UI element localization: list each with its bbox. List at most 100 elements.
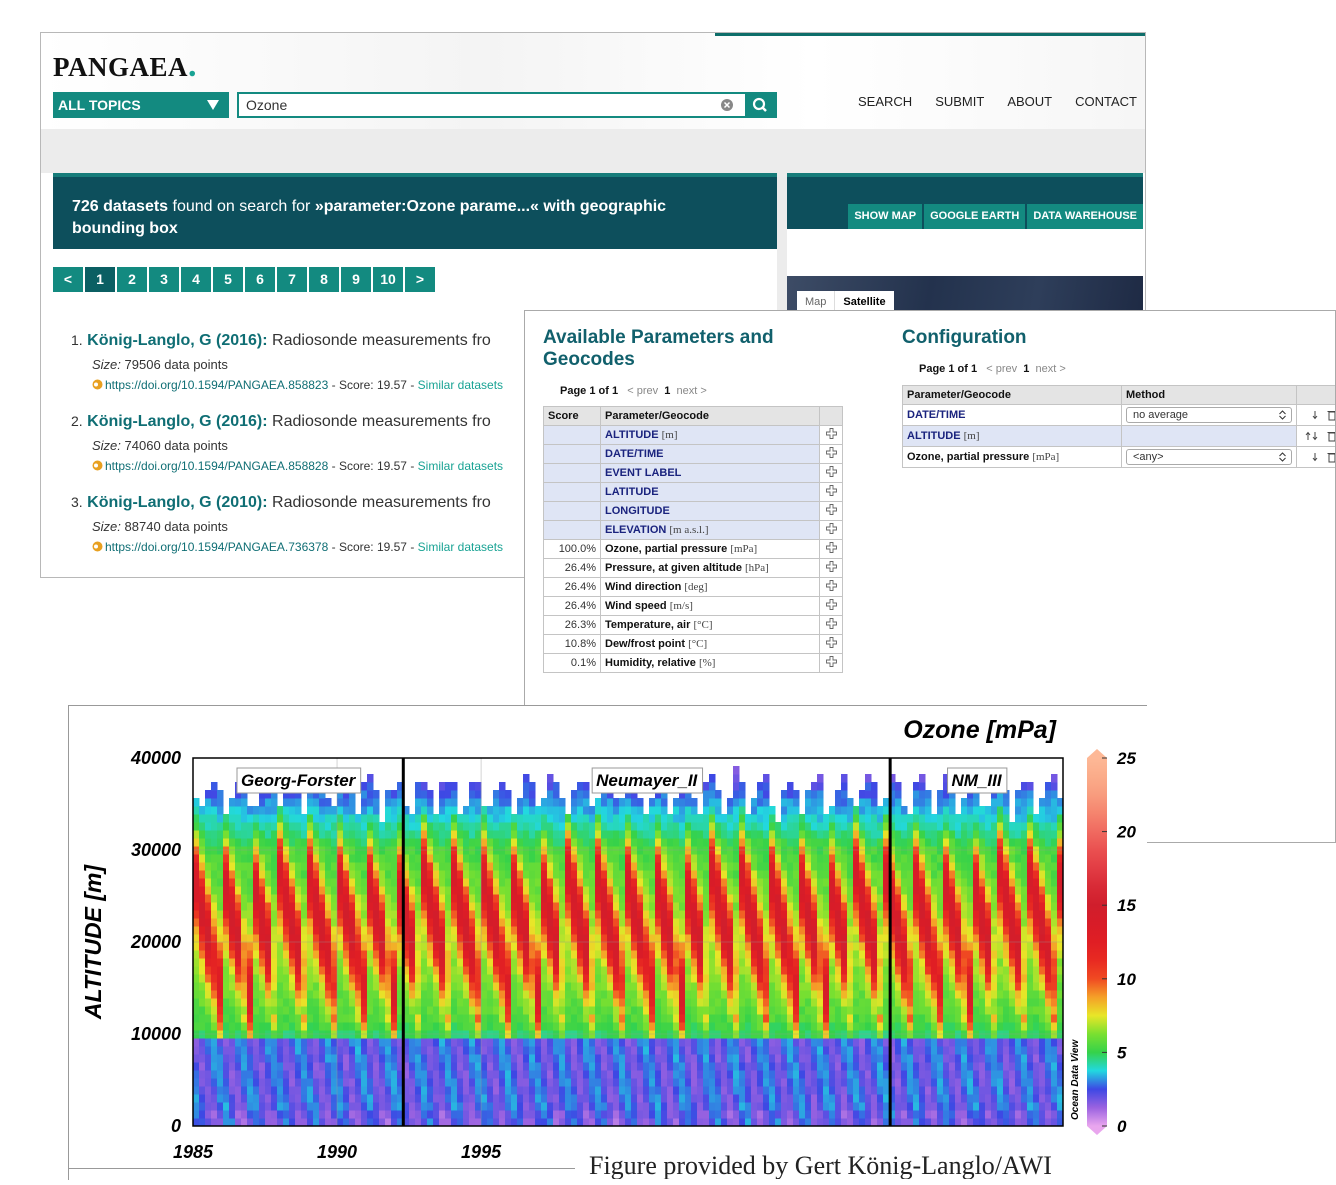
page-button[interactable]: 4 [181,267,211,292]
page-button[interactable]: 2 [117,267,147,292]
heatmap-cell [427,894,434,903]
search-button[interactable] [745,94,775,116]
parameter-name[interactable]: Wind direction [605,581,681,593]
add-icon[interactable] [826,485,837,496]
add-icon[interactable] [826,637,837,648]
row-action-icons[interactable] [1305,451,1336,463]
nav-link[interactable]: CONTACT [1075,94,1137,109]
heatmap-cell [697,894,704,903]
heatmap-cell [505,838,512,847]
logo[interactable]: PANGAEA. [53,47,197,85]
row-action-icons[interactable] [1305,430,1336,442]
doi-link[interactable]: https://doi.org/10.1594/PANGAEA.858828 [105,459,328,473]
parameter-name[interactable]: ALTITUDE [605,429,659,441]
add-icon[interactable] [826,504,837,515]
pager-prev[interactable]: < prev [986,363,1017,375]
heatmap-cell [571,910,578,919]
doi-link[interactable]: https://doi.org/10.1594/PANGAEA.736378 [105,540,328,554]
heatmap-cell [751,1086,758,1095]
page-button[interactable]: 9 [341,267,371,292]
add-icon[interactable] [826,542,837,553]
nav-link[interactable]: ABOUT [1007,94,1052,109]
result-title[interactable]: Radiosonde measurements fro [272,494,491,511]
heatmap-cell [625,886,632,895]
topics-dropdown[interactable]: ALL TOPICS [53,92,229,118]
heatmap-cell [373,934,380,943]
add-icon[interactable] [826,428,837,439]
heatmap-cell [235,1014,242,1023]
parameter-name[interactable]: Temperature, air [605,619,690,631]
add-icon[interactable] [826,656,837,667]
parameter-name[interactable]: Humidity, relative [605,657,696,669]
result-author[interactable]: König-Langlo, G (2016): [87,413,267,430]
page-button[interactable]: < [53,267,83,292]
pager-next[interactable]: next > [677,385,707,397]
pager-prev[interactable]: < prev [627,385,658,397]
heatmap-cell [313,958,320,967]
result-author[interactable]: König-Langlo, G (2010): [87,494,267,511]
result-author[interactable]: König-Langlo, G (2016): [87,332,267,349]
add-icon[interactable] [826,447,837,458]
parameter-name[interactable]: LONGITUDE [605,505,670,517]
heatmap-cell [193,1094,200,1103]
map-button[interactable]: DATA WAREHOUSE [1027,204,1143,229]
page-button[interactable]: 8 [309,267,339,292]
search-input[interactable]: Ozone [237,92,777,118]
clear-icon[interactable] [721,99,733,111]
heatmap-cell [757,838,764,847]
add-icon[interactable] [826,561,837,572]
heatmap-cell [493,806,500,815]
add-icon[interactable] [826,580,837,591]
page-button[interactable]: 6 [245,267,275,292]
map-button[interactable]: SHOW MAP [848,204,922,229]
pager-next[interactable]: next > [1036,363,1066,375]
parameter-name[interactable]: ELEVATION [605,524,666,536]
parameter-name[interactable]: Dew/frost point [605,638,685,650]
nav-link[interactable]: SUBMIT [935,94,984,109]
page-button[interactable]: 10 [373,267,403,292]
page-button[interactable]: 5 [213,267,243,292]
parameter-name[interactable]: Pressure, at given altitude [605,562,742,574]
heatmap-cell [559,1046,566,1055]
heatmap-cell [451,942,458,951]
page-button[interactable]: 1 [85,267,115,292]
heatmap-cell [631,1014,638,1023]
parameter-name[interactable]: DATE/TIME [605,448,663,460]
method-select[interactable]: <any> [1126,449,1292,465]
page-button[interactable]: > [405,267,435,292]
method-select[interactable]: no average [1126,407,1292,423]
page-button[interactable]: 3 [149,267,179,292]
row-action-icons[interactable] [1305,409,1336,421]
similar-link[interactable]: Similar datasets [418,378,503,392]
parameter-name[interactable]: Ozone, partial pressure [605,543,727,555]
heatmap-cell [763,1038,770,1047]
add-icon[interactable] [826,618,837,629]
heatmap-cell [223,1070,230,1079]
result-title[interactable]: Radiosonde measurements fro [272,413,491,430]
add-icon[interactable] [826,523,837,534]
heatmap-cell [763,1062,770,1071]
heatmap-cell [799,902,806,911]
map-button[interactable]: GOOGLE EARTH [924,204,1025,229]
parameter-name[interactable]: LATITUDE [605,486,659,498]
heatmap-cell [193,1062,200,1071]
heatmap-cell [805,1062,812,1071]
heatmap-cell [787,982,794,991]
doi-link[interactable]: https://doi.org/10.1594/PANGAEA.858823 [105,378,328,392]
add-icon[interactable] [826,599,837,610]
add-icon[interactable] [826,466,837,477]
heatmap-cell [661,934,668,943]
heatmap-cell [511,910,518,919]
parameter-name[interactable]: Wind speed [605,600,667,612]
parameter-name[interactable]: EVENT LABEL [605,467,681,479]
page-button[interactable]: 7 [277,267,307,292]
similar-link[interactable]: Similar datasets [418,459,503,473]
score-cell: 0.1% [544,654,601,673]
result-title[interactable]: Radiosonde measurements fro [272,332,491,349]
heatmap-cell [643,830,650,839]
heatmap-cell [481,854,488,863]
heatmap-cell [841,1070,848,1079]
nav-link[interactable]: SEARCH [858,94,912,109]
heatmap-cell [853,838,860,847]
similar-link[interactable]: Similar datasets [418,540,503,554]
